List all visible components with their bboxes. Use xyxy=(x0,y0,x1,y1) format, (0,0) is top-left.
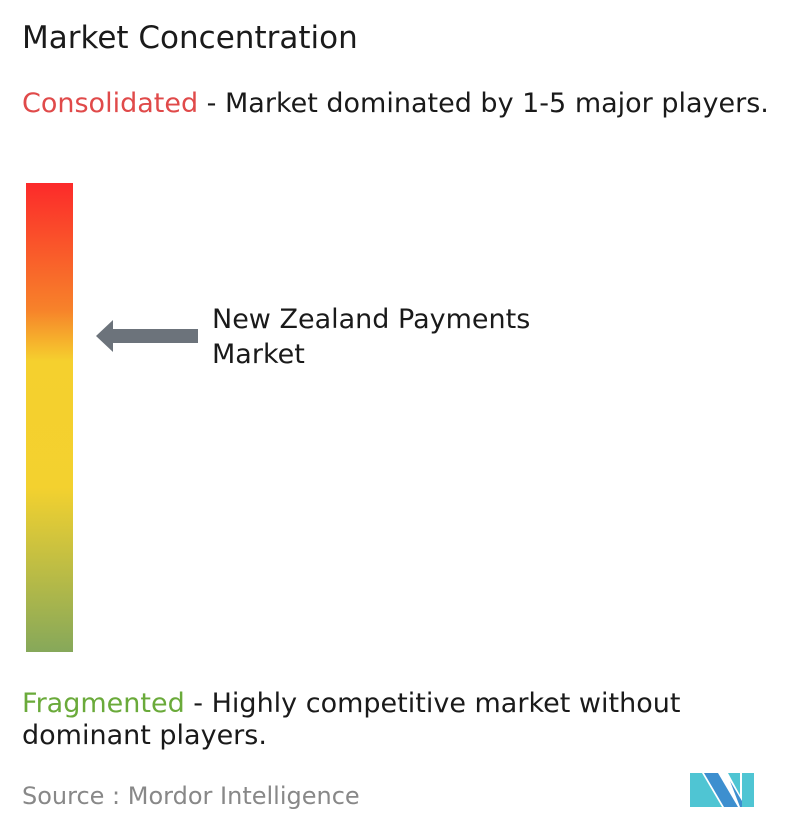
consolidated-description: Consolidated - Market dominated by 1-5 m… xyxy=(22,88,792,120)
market-name: New Zealand Payments Market xyxy=(212,304,531,370)
fragmented-label: Fragmented xyxy=(22,688,185,719)
fragmented-description: Fragmented - Highly competitive market w… xyxy=(22,688,792,752)
source-text: Source : Mordor Intelligence xyxy=(22,782,360,810)
page-title: Market Concentration xyxy=(22,20,358,56)
consolidated-label: Consolidated xyxy=(22,88,199,119)
consolidated-text: - Market dominated by 1-5 major players. xyxy=(198,88,769,119)
mordor-intelligence-logo-icon xyxy=(690,773,754,807)
concentration-scale-bar xyxy=(26,183,73,652)
fragmented-text: - Highly competitive market without domi… xyxy=(22,688,681,751)
market-position-arrow-icon xyxy=(96,320,198,352)
market-label: New Zealand Payments Market xyxy=(212,302,572,372)
